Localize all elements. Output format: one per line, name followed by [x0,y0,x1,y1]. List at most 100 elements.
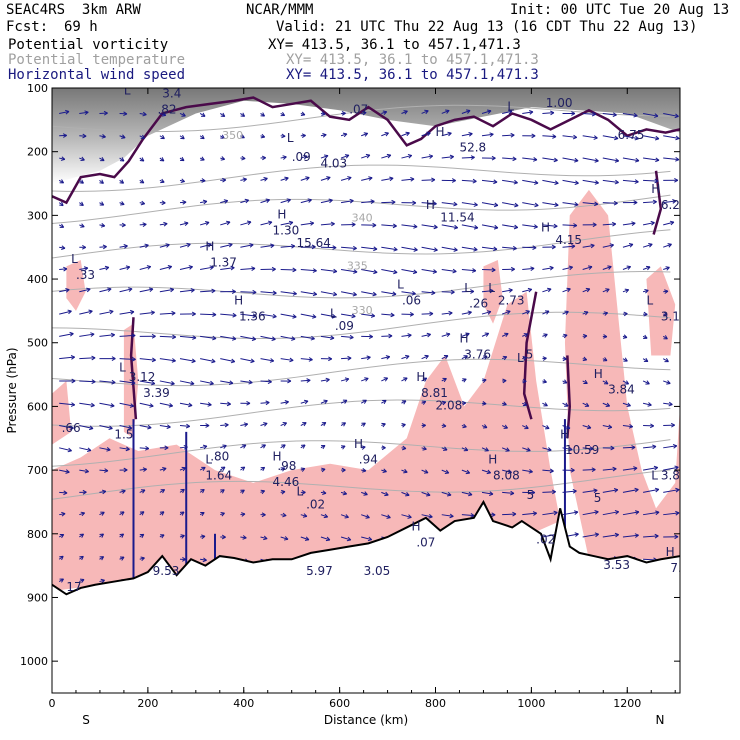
wind-arrowhead [453,247,458,252]
wind-vector [381,132,389,137]
wind-arrowhead [301,444,306,449]
wind-vector [522,447,531,452]
wind-vector [542,112,554,114]
pv-shading-3 [66,259,86,311]
wind-vector [542,512,558,516]
wind-vector [663,243,672,248]
wind-arrowhead [244,198,250,204]
wind-arrowhead [225,220,231,226]
wind-vector [200,445,208,449]
wind-arrowhead [564,310,569,315]
wind-vector [300,379,311,382]
wind-arrowhead [649,423,655,429]
wind-arrowhead [59,578,64,583]
pv-label: 1.5 [114,427,133,441]
wind-arrowhead [612,466,617,472]
pv-shading-1 [564,189,680,560]
wind-arrowhead [119,556,125,561]
wind-vector [502,179,518,184]
wind-arrowhead [192,335,197,340]
wind-vector [481,469,491,474]
wind-arrowhead [504,332,509,338]
wind-arrowhead [120,511,125,516]
wind-arrowhead [622,334,628,339]
wind-vector [280,199,291,204]
wind-vector [341,246,357,249]
wind-arrowhead [311,244,316,250]
theta-isentrope-9 [52,469,671,500]
wind-vector [502,246,517,250]
wind-vector [461,355,468,360]
wind-arrowhead [109,309,114,315]
wind-vector [300,400,309,404]
wind-vector [622,511,640,516]
wind-vector [642,266,651,270]
wind-arrowhead [240,489,245,494]
wind-vector [381,491,389,496]
wind-arrowhead [151,333,156,339]
wind-vector [79,425,94,429]
wind-arrowhead [281,489,286,495]
wind-arrowhead [393,246,398,252]
wind-vector [582,511,599,516]
wind-vector [361,200,375,204]
pv-label: .09 [292,150,311,164]
wind-vector [421,202,437,205]
wind-vector [99,288,112,293]
wind-vector [381,356,390,360]
wind-vector [139,244,149,248]
wind-arrowhead [164,445,169,451]
wind-vector [602,534,619,538]
wind-arrowhead [365,514,370,519]
wind-arrowhead [201,112,206,117]
wind-vector [562,202,579,206]
wind-arrowhead [407,333,412,338]
wind-arrowhead [70,355,76,360]
wind-arrowhead [605,288,610,293]
wind-vector [59,447,72,452]
wind-arrowhead [554,180,559,186]
wind-vector [602,288,610,293]
pv-label: .02 [306,497,325,511]
wind-arrowhead [306,378,311,383]
wind-arrowhead [484,332,490,337]
wind-arrowhead [443,446,448,451]
pv-label: L [119,360,126,374]
wind-arrowhead [63,266,68,272]
wind-vector [441,202,458,205]
wind-arrowhead [162,466,167,472]
wind-arrowhead [100,578,105,584]
pv-label: .33 [76,268,95,282]
wind-arrowhead [543,402,548,407]
theta-isentrope-3 [52,229,671,259]
wind-vector [421,179,435,181]
wind-vector [361,377,369,382]
pv-label: H [273,450,282,464]
wind-arrowhead [605,402,611,408]
wind-vector [59,310,72,315]
wind-vector [602,157,619,162]
wind-arrowhead [263,422,268,427]
wind-vector [622,157,640,162]
wind-arrowhead [246,400,251,406]
wind-arrowhead [80,156,85,162]
wind-arrowhead [202,557,207,563]
wind-vector [602,425,612,428]
wind-vector [582,112,596,115]
wind-vector [200,200,207,204]
wind-arrowhead [290,243,296,249]
wind-arrowhead [180,534,185,539]
wind-vector [582,179,599,184]
pv-label: H [205,239,214,253]
wind-arrowhead [421,423,426,428]
wind-vector [79,380,96,383]
wind-arrowhead [413,224,418,229]
wind-arrowhead [452,268,457,274]
wind-arrowhead [610,445,615,451]
wind-arrowhead [182,200,187,205]
wind-arrowhead [448,310,453,316]
wind-arrowhead [392,291,397,297]
pv-contour-0 [129,317,138,420]
pv-label: 2.73 [498,294,525,308]
wind-arrowhead [534,202,539,208]
